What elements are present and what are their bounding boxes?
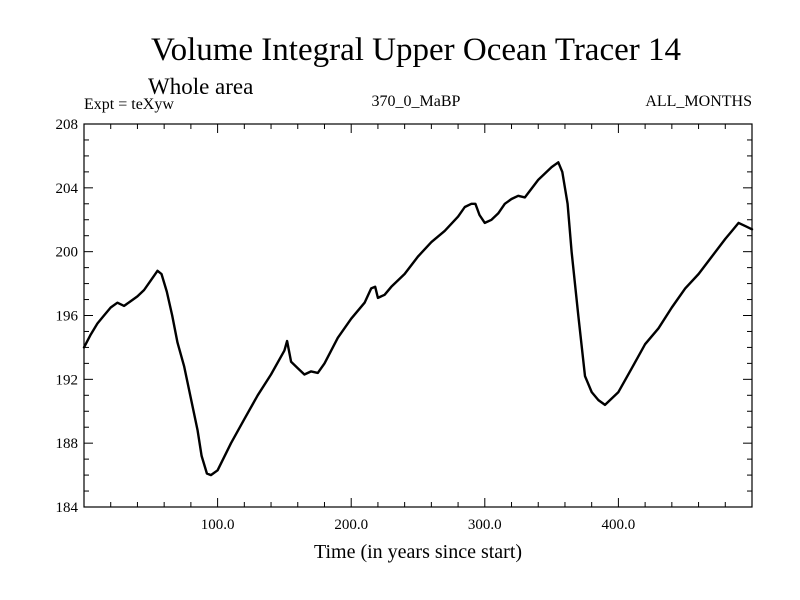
y-tick-label: 184 (56, 500, 79, 516)
x-tick-label: 400.0 (602, 517, 636, 533)
chart-subtitle: Whole area (148, 74, 253, 99)
x-axis-label: Time (in years since start) (314, 541, 522, 563)
axis-ticks (84, 123, 752, 508)
y-tick-label: 192 (56, 372, 79, 388)
x-tick-label: 100.0 (201, 517, 235, 533)
period-label: 370_0_MaBP (372, 93, 461, 110)
months-label: ALL_MONTHS (645, 93, 752, 110)
series-layer (82, 161, 754, 477)
y-tick-label: 188 (56, 436, 79, 452)
x-tick-label: 300.0 (468, 517, 502, 533)
y-tick-label: 196 (56, 309, 79, 325)
y-tick-label: 200 (56, 245, 79, 261)
y-tick-label: 204 (56, 181, 79, 197)
plot-area-frame (83, 123, 753, 508)
x-tick-label: 200.0 (334, 517, 368, 533)
axis-tick-labels: 184 188 192 196 200 204 208 100.0 200.0 300.0 400.… (56, 117, 636, 533)
series-line (82, 161, 754, 477)
experiment-label: Expt = teXyw (84, 96, 174, 113)
chart-title: Volume Integral Upper Ocean Tracer 14 (151, 32, 681, 68)
y-tick-label: 208 (56, 117, 79, 133)
